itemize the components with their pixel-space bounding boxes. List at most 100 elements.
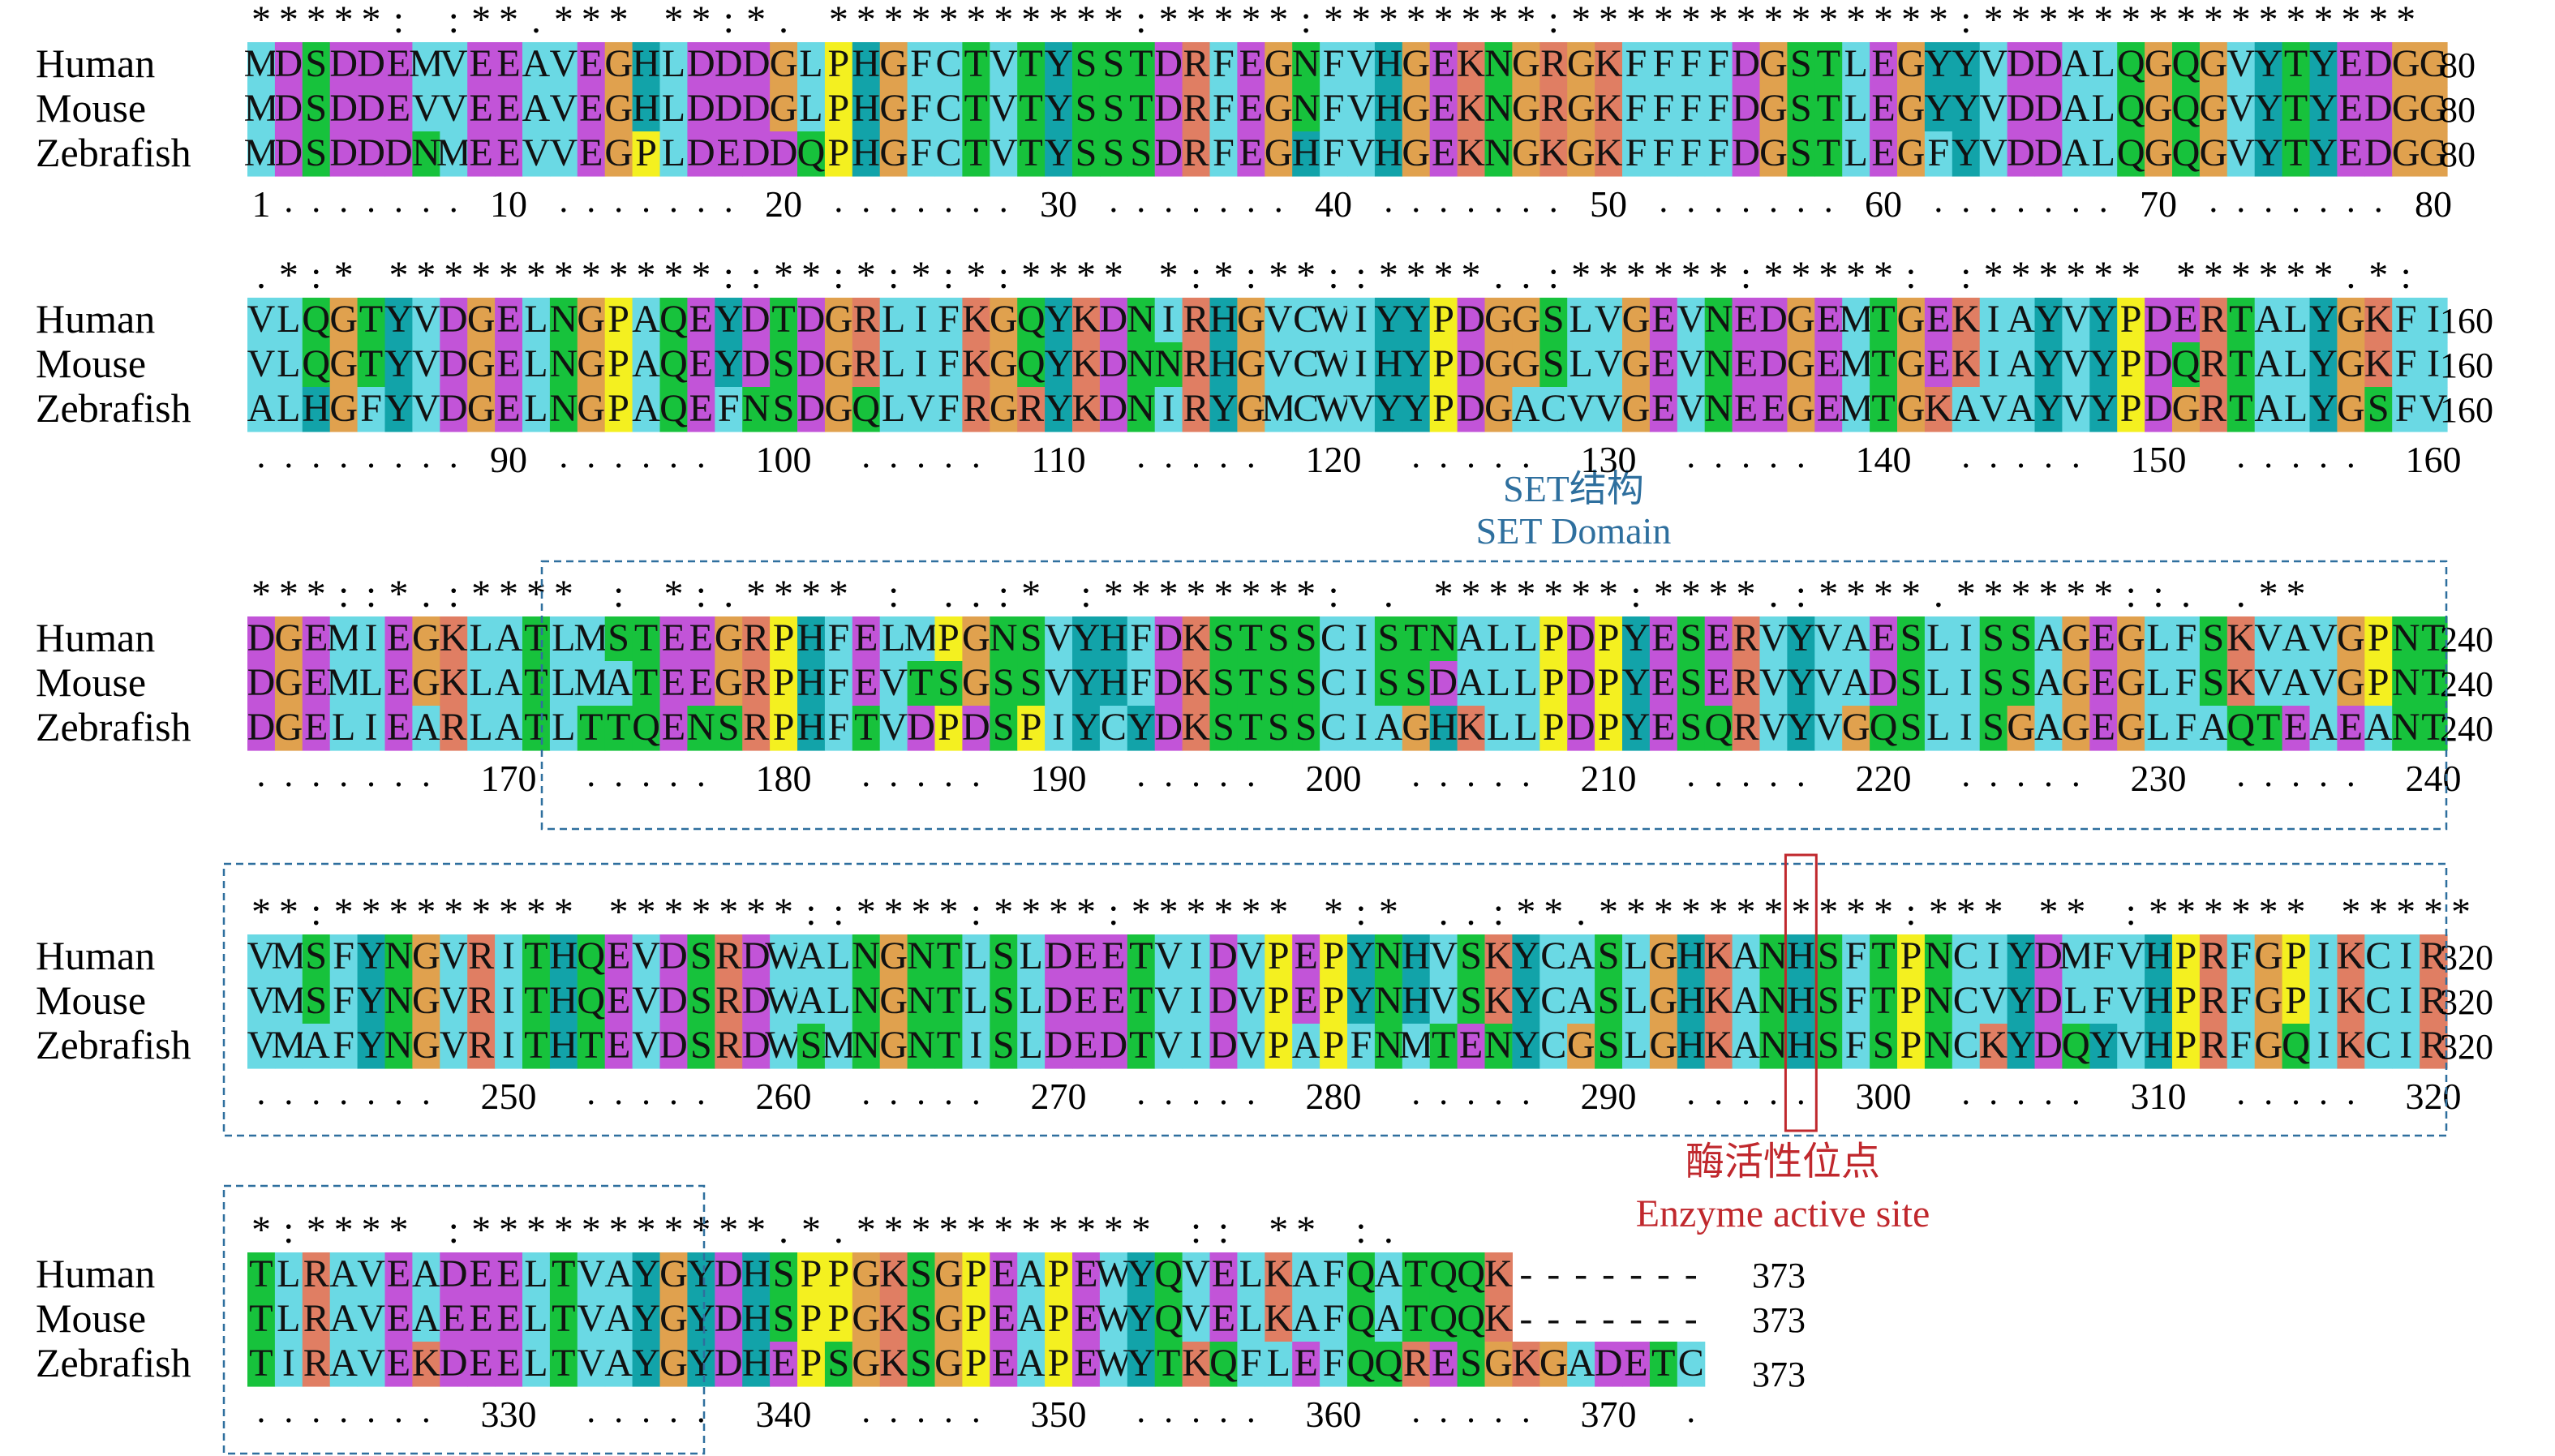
residue-letter: I [1960, 616, 1973, 659]
residue-letter: K [1952, 342, 1980, 385]
ruler-dot [2348, 208, 2353, 213]
residue-letter: D [797, 298, 826, 341]
residue-letter: G [990, 387, 1018, 430]
residue-letter: V [440, 934, 468, 977]
residue-letter: G [2337, 661, 2365, 704]
residue-letter: G [1484, 1342, 1513, 1385]
ruler-dot [946, 463, 951, 468]
residue-letter: K [1925, 387, 1953, 430]
residue-cell [1622, 87, 1651, 132]
residue-letter: S [1598, 979, 1620, 1022]
residue-letter: E [2339, 87, 2363, 130]
consensus-mark: * [829, 0, 848, 41]
consensus-mark: * [1213, 891, 1233, 934]
consensus-mark: * [1187, 573, 1206, 616]
ruler-dot [1826, 208, 1831, 213]
residue-letter: G [879, 979, 908, 1022]
residue-letter: S [1213, 616, 1235, 659]
residue-letter: D [1567, 706, 1595, 749]
residue-cell [1732, 42, 1761, 88]
residue-letter: A [1732, 1024, 1760, 1067]
residue-letter: F [1130, 661, 1152, 704]
residue-cell [2089, 42, 2118, 88]
residue-letter: T [771, 298, 795, 341]
ruler-dot [451, 208, 456, 213]
residue-letter: E [1734, 387, 1758, 430]
residue-letter: S [773, 387, 795, 430]
residue-letter: S [690, 934, 712, 977]
residue-letter: F [827, 616, 849, 659]
residue-letter: M [573, 616, 608, 659]
consensus-mark: * [1488, 573, 1508, 616]
residue-letter: F [910, 87, 932, 130]
residue-letter: L [662, 87, 685, 130]
ruler-number: 300 [1856, 1076, 1912, 1117]
consensus-mark: * [334, 891, 354, 934]
residue-letter: S [993, 1024, 1015, 1067]
ruler-dot [1964, 463, 1969, 468]
ruler-dot [1193, 782, 1199, 787]
residue-letter: C [1320, 616, 1346, 659]
residue-letter: V [2254, 616, 2282, 659]
sequence-row: Zebrafish VMA F Y N G V R I T H T E V D S R DWS MN G N T I S L D E… [36, 1022, 2493, 1069]
ruler-dot [918, 208, 924, 213]
residue-letter: T [2284, 131, 2308, 174]
residue-letter: P [2175, 979, 2197, 1022]
residue-cell [1237, 131, 1265, 177]
residue-cell [247, 42, 276, 88]
consensus-mark: * [1351, 0, 1371, 41]
ruler-number: 360 [1306, 1394, 1362, 1435]
species-label: Human [36, 296, 155, 341]
residue-letter: Q [1154, 1252, 1183, 1295]
residue-letter: F [2395, 298, 2417, 341]
ruler-dot [698, 782, 703, 787]
residue-letter: T [524, 661, 548, 704]
residue-letter: S [1900, 706, 1922, 749]
consensus-mark: : [1328, 254, 1338, 297]
residue-letter: E [1294, 1342, 1317, 1385]
residue-letter: E [304, 706, 328, 749]
consensus-mark: . [779, 1209, 788, 1252]
residue-letter: E [1651, 387, 1675, 430]
residue-cell [1924, 87, 1953, 132]
residue-letter: Q [1017, 298, 1046, 341]
residue-letter: D [440, 1252, 468, 1295]
residue-letter: Q [2117, 42, 2145, 85]
ruler-dot [259, 1100, 264, 1105]
residue-cell [440, 42, 468, 88]
consensus-mark: * [307, 1209, 326, 1252]
residue-letter: L [827, 979, 850, 1022]
ruler-dot [946, 1418, 951, 1423]
residue-letter: Q [577, 934, 605, 977]
consensus-mark: * [1819, 254, 1838, 297]
residue-letter: L [964, 934, 988, 977]
residue-letter: C [2365, 1024, 2391, 1067]
consensus-mark: * [884, 1209, 904, 1252]
residue-letter: G [825, 387, 853, 430]
ruler-dot [2239, 782, 2244, 787]
residue-letter: N [1484, 42, 1513, 85]
residue-letter: H [1429, 706, 1458, 749]
ruler-dot [314, 782, 319, 787]
ruler-dot [259, 782, 264, 787]
residue-letter: L [1019, 934, 1042, 977]
residue-letter: G [2145, 131, 2173, 174]
consensus-mark: * [691, 1209, 711, 1252]
consensus-mark: * [1681, 891, 1701, 934]
residue-letter: E [1926, 342, 1950, 385]
consensus-mark: * [663, 254, 683, 297]
residue-letter: D [329, 87, 358, 130]
consensus-mark: : [449, 0, 459, 41]
residue-letter: I [2399, 1024, 2412, 1067]
residue-letter: P [1048, 1342, 1070, 1385]
residue-letter: V [247, 342, 276, 385]
ruler-number: 50 [1590, 183, 1627, 225]
residue-letter: L [524, 1252, 548, 1295]
residue-letter: R [1183, 87, 1209, 130]
consensus-mark: * [2287, 254, 2306, 297]
residue-letter: R [2201, 1024, 2226, 1067]
residue-letter: Y [1952, 87, 1980, 130]
consensus-mark: : [2125, 573, 2136, 616]
consensus-mark: * [1626, 254, 1646, 297]
residue-cell [1759, 42, 1788, 88]
